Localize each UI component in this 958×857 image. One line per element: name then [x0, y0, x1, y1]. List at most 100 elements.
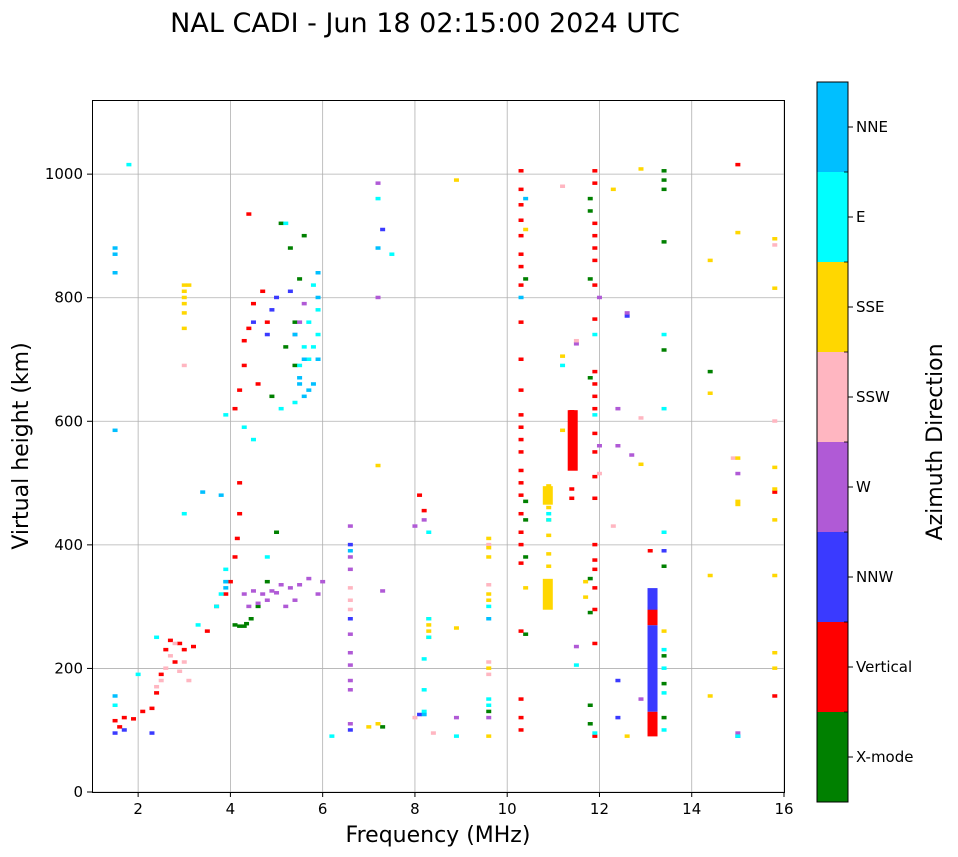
x-tick-label: 2: [133, 800, 143, 818]
data-point-w: [453, 715, 459, 720]
data-point-vertical: [592, 382, 598, 386]
data-point-ssw: [177, 669, 183, 674]
data-point-nne: [112, 246, 118, 250]
data-point-nne: [523, 196, 529, 201]
data-point-vertical: [592, 181, 598, 185]
data-point-sse: [486, 555, 492, 559]
data-point-vertical: [592, 431, 598, 436]
data-point-w: [624, 311, 630, 315]
data-point-e: [486, 703, 492, 707]
data-point-vertical: [181, 647, 187, 652]
grid-lines: [92, 100, 785, 793]
data-point-nne: [486, 617, 492, 621]
data-point-vertical: [518, 233, 524, 238]
data-point-vertical: [167, 638, 173, 643]
data-point-xmode: [661, 178, 667, 182]
data-segment-vertical: [647, 606, 658, 626]
data-point-w: [615, 444, 621, 448]
data-point-sse: [772, 465, 778, 470]
data-point-vertical: [518, 187, 524, 192]
data-point-sse: [486, 598, 492, 602]
data-point-sse: [181, 311, 187, 315]
data-point-e: [592, 332, 598, 337]
data-point-w: [375, 181, 381, 185]
data-point-w: [241, 592, 247, 596]
data-point-vertical: [592, 317, 598, 321]
data-point-vertical: [518, 252, 524, 256]
data-point-w: [486, 715, 492, 720]
data-point-vertical: [592, 542, 598, 547]
x-tick-label: 14: [682, 800, 701, 818]
data-point-vertical: [592, 558, 598, 562]
data-point-ssw: [486, 672, 492, 677]
data-point-sse: [610, 187, 616, 192]
data-point-vertical: [592, 496, 598, 501]
data-point-vertical: [592, 450, 598, 454]
data-point-e: [426, 617, 432, 621]
data-point-e: [135, 672, 141, 677]
data-point-sse: [181, 295, 187, 300]
data-point-nne: [301, 394, 307, 399]
data-point-vertical: [592, 221, 598, 226]
data-point-e: [592, 731, 598, 735]
data-point-w: [735, 731, 741, 735]
data-point-sse: [772, 666, 778, 670]
data-point-w: [315, 592, 321, 596]
data-point-w: [615, 406, 621, 411]
data-point-vertical: [518, 481, 524, 485]
data-point-w: [573, 342, 579, 346]
data-point-sse: [546, 564, 552, 568]
data-point-vertical: [518, 169, 524, 173]
data-point-vertical: [121, 715, 127, 720]
data-point-nnw: [264, 332, 270, 337]
data-point-vertical: [518, 218, 524, 222]
data-point-vertical: [172, 660, 178, 664]
data-point-nnw: [347, 542, 353, 547]
data-segment-nnw: [647, 625, 658, 712]
data-point-w: [347, 688, 353, 692]
data-point-xmode: [486, 709, 492, 714]
data-point-nnw: [149, 731, 155, 735]
data-point-sse: [772, 487, 778, 491]
y-tick-label: 600: [54, 412, 83, 430]
data-point-sse: [735, 499, 741, 504]
data-point-sse: [707, 258, 713, 263]
data-point-xmode: [232, 623, 238, 627]
data-point-sse: [772, 518, 778, 522]
data-point-xmode: [707, 369, 713, 374]
data-point-ssw: [610, 524, 616, 528]
data-point-ssw: [430, 731, 436, 735]
data-point-nne: [315, 271, 321, 275]
data-point-xmode: [523, 499, 529, 504]
data-points: [112, 162, 778, 738]
x-axis-title: Frequency (MHz): [346, 823, 531, 848]
data-point-vertical: [421, 508, 427, 513]
data-point-w: [375, 295, 381, 300]
data-point-e: [310, 283, 316, 287]
data-point-nnw: [417, 712, 423, 717]
data-point-nnw: [274, 295, 280, 300]
data-point-vertical: [518, 437, 524, 442]
data-point-sse: [486, 666, 492, 670]
data-point-w: [292, 598, 298, 602]
colorbar-label-w: W: [856, 478, 871, 496]
data-point-nnw: [287, 289, 293, 294]
data-point-sse: [486, 592, 492, 596]
data-point-e: [421, 709, 427, 714]
data-point-sse: [560, 428, 566, 433]
data-point-vertical: [241, 363, 247, 368]
data-point-sse: [772, 286, 778, 290]
data-point-nnw: [380, 227, 386, 232]
data-point-ssw: [347, 586, 353, 590]
data-point-xmode: [523, 277, 529, 281]
data-point-vertical: [518, 728, 524, 732]
data-point-vertical: [117, 725, 123, 729]
data-point-xmode: [255, 604, 261, 609]
data-point-w: [287, 586, 293, 590]
colorbar-label-ssw: SSW: [856, 388, 890, 406]
data-point-xmode: [292, 363, 298, 368]
data-point-sse: [486, 545, 492, 550]
data-point-nne: [112, 428, 118, 433]
data-point-vertical: [592, 258, 598, 263]
data-point-sse: [486, 734, 492, 738]
